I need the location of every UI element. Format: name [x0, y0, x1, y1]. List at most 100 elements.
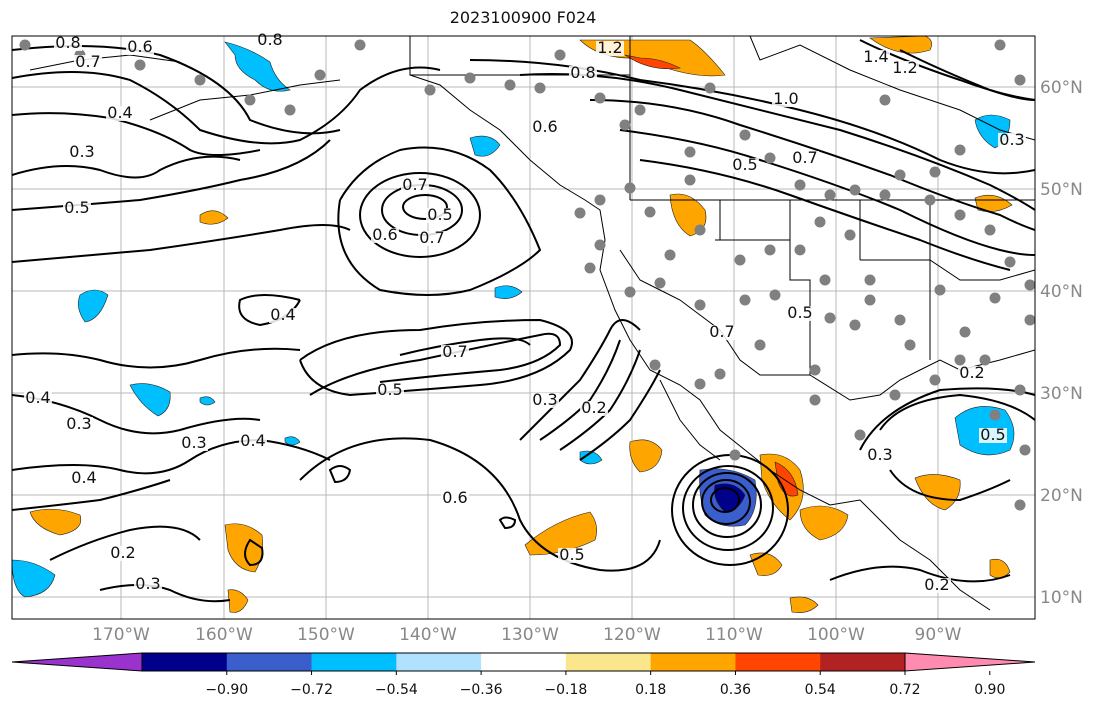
- contour-label: 0.3: [181, 433, 206, 452]
- contour-label: 0.5: [732, 155, 757, 174]
- station-dot: [574, 207, 586, 219]
- station-dot: [619, 119, 631, 131]
- station-dot: [584, 262, 596, 274]
- contour-label: 0.6: [532, 117, 557, 136]
- station-dot: [314, 69, 326, 81]
- contour-label-bg: [134, 577, 162, 592]
- longitude-label: 170°W: [92, 625, 150, 645]
- contour-label: 1.0: [773, 89, 798, 108]
- station-dot: [989, 409, 1001, 421]
- station-dot: [764, 152, 776, 164]
- station-dot: [849, 319, 861, 331]
- latitude-label: 50°N: [1040, 180, 1083, 200]
- station-markers: [19, 39, 1035, 511]
- contour-label-bg: [74, 55, 102, 70]
- contour-label: 0.7: [792, 148, 817, 167]
- station-dot: [879, 94, 891, 106]
- station-dot: [464, 72, 476, 84]
- colorbar-frame: [141, 652, 906, 672]
- station-dot: [424, 84, 436, 96]
- colorbar-tick-label: −0.72: [290, 682, 333, 698]
- contour-label: 0.7: [442, 342, 467, 361]
- contour-label-bg: [866, 448, 894, 463]
- station-dot: [864, 274, 876, 286]
- contour-label: 0.4: [107, 103, 132, 122]
- contour-label-bg: [441, 491, 469, 506]
- contour-label-bg: [109, 546, 137, 561]
- station-dot: [694, 224, 706, 236]
- station-dot: [954, 209, 966, 221]
- station-dot: [1024, 314, 1035, 326]
- station-dot: [1024, 279, 1035, 291]
- contour-label: 0.2: [581, 398, 606, 417]
- station-dot: [929, 166, 941, 178]
- station-dot: [794, 244, 806, 256]
- contour-label-bg: [180, 436, 208, 451]
- contour-label: 0.3: [135, 574, 160, 593]
- map-area: [12, 36, 1035, 619]
- station-dot: [814, 216, 826, 228]
- longitude-label: 110°W: [705, 625, 763, 645]
- contour-label-bg: [708, 325, 736, 340]
- colorbar-segment: [735, 653, 821, 671]
- contour-label: 1.2: [892, 58, 917, 77]
- station-dot: [134, 59, 146, 71]
- contour-label-bg: [426, 208, 454, 223]
- station-dot: [694, 299, 706, 311]
- contour-label: 0.3: [532, 390, 557, 409]
- contour-label: 1.2: [597, 38, 622, 57]
- contour-label: 0.5: [377, 380, 402, 399]
- coastlines: [29, 36, 1035, 611]
- colorbar-segment: [311, 653, 397, 671]
- contour-label: 0.6: [442, 488, 467, 507]
- station-dot: [554, 49, 566, 61]
- station-dot: [754, 339, 766, 351]
- colorbar-segment: [142, 653, 228, 671]
- colorbar-tick-label: 0.36: [720, 682, 751, 698]
- longitude-labels: 170°W 160°W 150°W 140°W 130°W 120°W 110°W 100°W…: [92, 625, 962, 645]
- contour-label: 0.3: [867, 445, 892, 464]
- contour-label: 0.4: [71, 468, 96, 487]
- station-dot: [854, 429, 866, 441]
- contour-label-bg: [998, 133, 1026, 148]
- station-dot: [594, 239, 606, 251]
- contour-label: 0.5: [427, 205, 452, 224]
- station-dot: [844, 229, 856, 241]
- station-dot: [624, 286, 636, 298]
- contour-label-bg: [958, 366, 986, 381]
- colorbar-segment: [481, 653, 567, 671]
- graticule: [12, 36, 1035, 619]
- latitude-label: 40°N: [1040, 282, 1083, 302]
- latitude-label: 30°N: [1040, 384, 1083, 404]
- station-dot: [879, 189, 891, 201]
- contour-label: 0.2: [924, 575, 949, 594]
- map-title: 2023100900 F024: [449, 8, 597, 27]
- station-dot: [764, 244, 776, 256]
- contour-label-bg: [891, 61, 919, 76]
- station-dot: [979, 354, 991, 366]
- station-dot: [904, 339, 916, 351]
- contour-label: 0.7: [402, 175, 427, 194]
- longitude-label: 140°W: [399, 625, 457, 645]
- contour-label-bg: [441, 345, 469, 360]
- contour-label-bg: [569, 66, 597, 81]
- colorbar: −0.90 −0.72 −0.54 −0.36 −0.18 0.18 0.36 0.54 0.7…: [11, 652, 1036, 698]
- station-dot: [864, 294, 876, 306]
- station-dot: [849, 184, 861, 196]
- longitude-label: 90°W: [915, 625, 962, 645]
- station-dot: [989, 292, 1001, 304]
- colorbar-segment: [820, 653, 906, 671]
- station-dot: [934, 284, 946, 296]
- station-dot: [1014, 384, 1026, 396]
- contour-label-bg: [772, 92, 800, 107]
- station-dot: [769, 289, 781, 301]
- colorbar-tick-label: 0.18: [635, 682, 666, 698]
- station-dot: [194, 74, 206, 86]
- station-dot: [684, 146, 696, 158]
- colorbar-tick-label: 0.90: [974, 682, 1005, 698]
- contour-label: 0.4: [270, 305, 295, 324]
- contour-label-bg: [269, 308, 297, 323]
- contour-label-bg: [376, 383, 404, 398]
- colorbar-segment: [396, 653, 482, 671]
